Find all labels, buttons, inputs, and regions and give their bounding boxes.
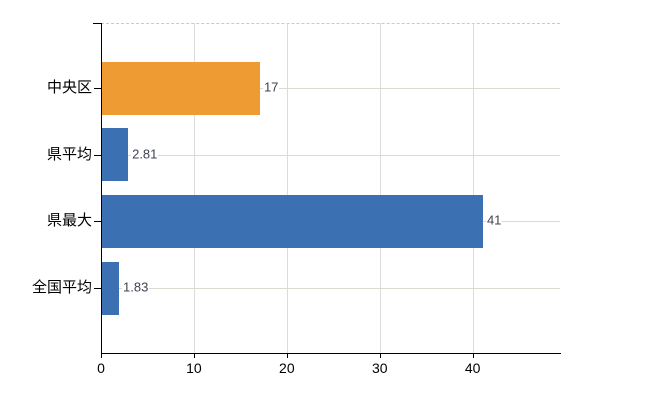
grid-line-horizontal bbox=[101, 288, 560, 290]
grid-line-vertical bbox=[379, 23, 381, 353]
bar-value-label: 17 bbox=[262, 79, 280, 96]
category-label-中央区: 中央区 bbox=[46, 79, 92, 96]
x-axis-tick bbox=[379, 353, 381, 358]
x-tick-label: 0 bbox=[97, 360, 105, 376]
category-label-県最大: 県最大 bbox=[46, 212, 92, 230]
x-axis-tick bbox=[286, 353, 288, 358]
x-tick-label: 10 bbox=[186, 360, 202, 376]
category-label-県平均: 県平均 bbox=[46, 145, 92, 163]
plot-top-border bbox=[101, 23, 560, 24]
x-axis-line bbox=[101, 353, 561, 354]
grid-line-horizontal bbox=[101, 154, 560, 156]
bar-value-label: 2.81 bbox=[131, 146, 159, 163]
bar-県平均 bbox=[102, 128, 129, 182]
x-axis-tick bbox=[472, 353, 474, 358]
plot-area: 17 2.81 41 1.83 bbox=[101, 23, 560, 353]
x-axis-tick bbox=[193, 353, 195, 358]
grid-line-vertical bbox=[193, 23, 195, 353]
y-axis-tick bbox=[94, 154, 101, 156]
bar-value-label: 1.83 bbox=[122, 279, 150, 296]
y-axis-cap-tick bbox=[93, 23, 101, 24]
y-axis-tick bbox=[94, 88, 101, 89]
grid-line-vertical bbox=[286, 23, 288, 353]
y-axis-tick bbox=[94, 221, 101, 223]
x-tick-label: 30 bbox=[371, 360, 388, 376]
bar-value-label: 41 bbox=[485, 212, 503, 229]
y-axis-line bbox=[101, 23, 102, 354]
bar-全国平均 bbox=[102, 261, 119, 315]
grid-line-horizontal bbox=[101, 88, 560, 89]
grid-line-vertical bbox=[472, 23, 474, 353]
category-label-全国平均: 全国平均 bbox=[31, 279, 92, 297]
x-tick-label: 20 bbox=[279, 360, 295, 376]
bar-中央区 bbox=[102, 61, 260, 115]
y-axis-tick bbox=[94, 288, 101, 290]
x-tick-label: 40 bbox=[464, 360, 481, 376]
bar-県最大 bbox=[102, 194, 483, 248]
x-axis-tick bbox=[101, 353, 102, 358]
